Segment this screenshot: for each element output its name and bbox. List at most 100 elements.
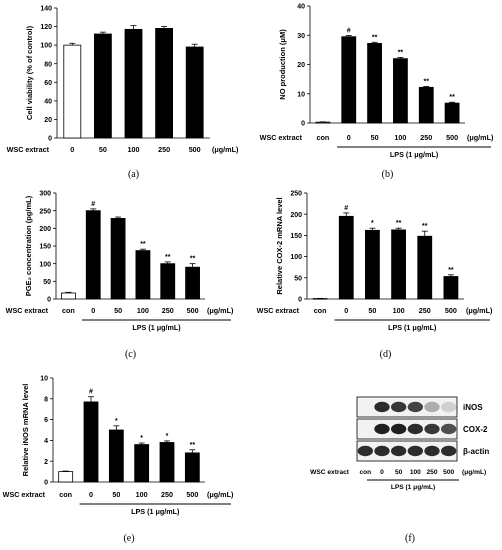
x-tick-label: 0 <box>347 133 351 142</box>
bar <box>444 102 460 124</box>
y-tick-label: 200 <box>290 212 302 219</box>
significance-mark: ** <box>448 267 454 274</box>
bar <box>58 471 74 483</box>
significance-mark: ** <box>190 256 196 263</box>
row-label: WSC extract <box>310 469 350 476</box>
unit-label: (μg/mL) <box>462 469 486 476</box>
row-label: WSC extract <box>6 306 49 315</box>
blot-band <box>391 423 407 435</box>
unit-label: (μg/mL) <box>207 490 234 499</box>
row-label: WSC extract <box>3 490 46 499</box>
x-tick-label: 0 <box>344 306 348 315</box>
y-tick-label: 8 <box>44 396 48 403</box>
y-tick-label: 20 <box>297 62 305 69</box>
blot-band <box>374 401 390 413</box>
bar <box>184 452 200 483</box>
chart-panel-a: 0 20 40 60 80 100 120 140 Cell viability (% of c… <box>7 6 239 180</box>
blot-band <box>441 401 457 413</box>
chart-panel-c: 0 50 100 150 200 250 300 PGE₂ concentration (pg… <box>6 191 234 360</box>
y-axis-label: PGE₂ concentration (pg/mL) <box>24 195 33 296</box>
band-label: β-actin <box>463 447 489 456</box>
blot-band <box>407 423 424 435</box>
western-blot-panel: iNOS COX-2 β-actin con 0 50 100 250 500 WSC extra… <box>310 396 489 544</box>
lane-label: 0 <box>380 469 384 476</box>
bar <box>185 266 200 300</box>
significance-mark: ** <box>396 220 402 227</box>
unit-label: (μg/mL) <box>207 306 234 315</box>
y-tick-label: 100 <box>39 261 51 268</box>
bar <box>108 429 124 483</box>
bar <box>391 229 406 300</box>
y-tick-label: 30 <box>297 33 305 40</box>
blot-band <box>424 423 440 435</box>
y-tick-label: 300 <box>39 191 51 198</box>
bar <box>443 276 459 300</box>
y-tick-label: 100 <box>290 254 302 261</box>
y-tick-label: 200 <box>39 226 51 233</box>
panel-caption: (c) <box>125 349 136 360</box>
lane-label: 500 <box>443 469 454 476</box>
bar <box>94 33 112 139</box>
x-tick-label: 500 <box>187 306 199 315</box>
bar <box>110 218 126 300</box>
bar <box>338 215 354 300</box>
x-tick-label: 250 <box>420 133 432 142</box>
x-tick-label: 250 <box>158 145 170 154</box>
group-label: LPS (1 μg/mL) <box>132 323 181 332</box>
bar <box>393 58 408 124</box>
x-tick-label: 0 <box>91 306 95 315</box>
y-tick-label: 120 <box>40 24 52 31</box>
y-tick-label: 60 <box>44 80 52 87</box>
x-tick-label: 250 <box>161 490 173 499</box>
lane-label: 100 <box>410 469 421 476</box>
x-tick-label: 100 <box>136 490 148 499</box>
significance-mark: ** <box>372 34 378 41</box>
panel-caption: (b) <box>382 169 394 180</box>
y-axis-label: Relative iNOS mRNA level <box>21 384 30 477</box>
significance-mark: ** <box>398 49 404 56</box>
group-label: LPS (1 μg/mL) <box>390 150 439 159</box>
bar <box>135 250 151 300</box>
group-label: LPS (1 μg/mL) <box>131 507 180 516</box>
bar <box>159 442 175 483</box>
x-tick-label: 500 <box>446 133 458 142</box>
y-tick-label: 20 <box>44 117 52 124</box>
row-label: WSC extract <box>257 306 300 315</box>
significance-mark: * <box>371 220 374 227</box>
blot-band <box>357 445 374 457</box>
significance-mark: ** <box>449 94 455 101</box>
blot-band <box>391 401 407 413</box>
chart-panel-b: 0 10 20 30 40 NO production (μM) con #0 ** 50 ** 10… <box>260 4 494 180</box>
significance-mark: ** <box>190 442 196 449</box>
significance-mark: ** <box>165 254 171 261</box>
bar <box>155 28 174 139</box>
row-label: WSC extract <box>7 145 50 154</box>
bar <box>185 46 204 139</box>
bar <box>365 229 380 300</box>
band-label: iNOS <box>463 403 483 412</box>
x-tick-label: 50 <box>368 306 376 315</box>
blot-band <box>357 423 374 435</box>
bar <box>61 292 76 300</box>
significance-mark: * <box>140 435 143 442</box>
y-tick-label: 250 <box>290 191 302 198</box>
y-tick-label: 80 <box>44 61 52 68</box>
x-tick-label: 100 <box>128 145 140 154</box>
y-tick-label: 0 <box>44 480 48 487</box>
significance-mark: ** <box>424 78 430 85</box>
blot-band <box>424 401 440 413</box>
blot-band <box>407 401 424 413</box>
lane-label: 50 <box>395 469 403 476</box>
significance-mark: ** <box>140 241 146 248</box>
x-tick-label: 250 <box>419 306 431 315</box>
blot-band <box>374 423 390 435</box>
blot-band <box>441 423 457 435</box>
blot-band <box>424 445 440 457</box>
y-tick-label: 2 <box>44 459 48 466</box>
panel-caption: (a) <box>128 169 139 180</box>
x-tick-label: 500 <box>186 490 198 499</box>
x-tick-label: 50 <box>114 306 122 315</box>
x-tick-label: 100 <box>137 306 149 315</box>
x-tick-label: 0 <box>70 145 74 154</box>
